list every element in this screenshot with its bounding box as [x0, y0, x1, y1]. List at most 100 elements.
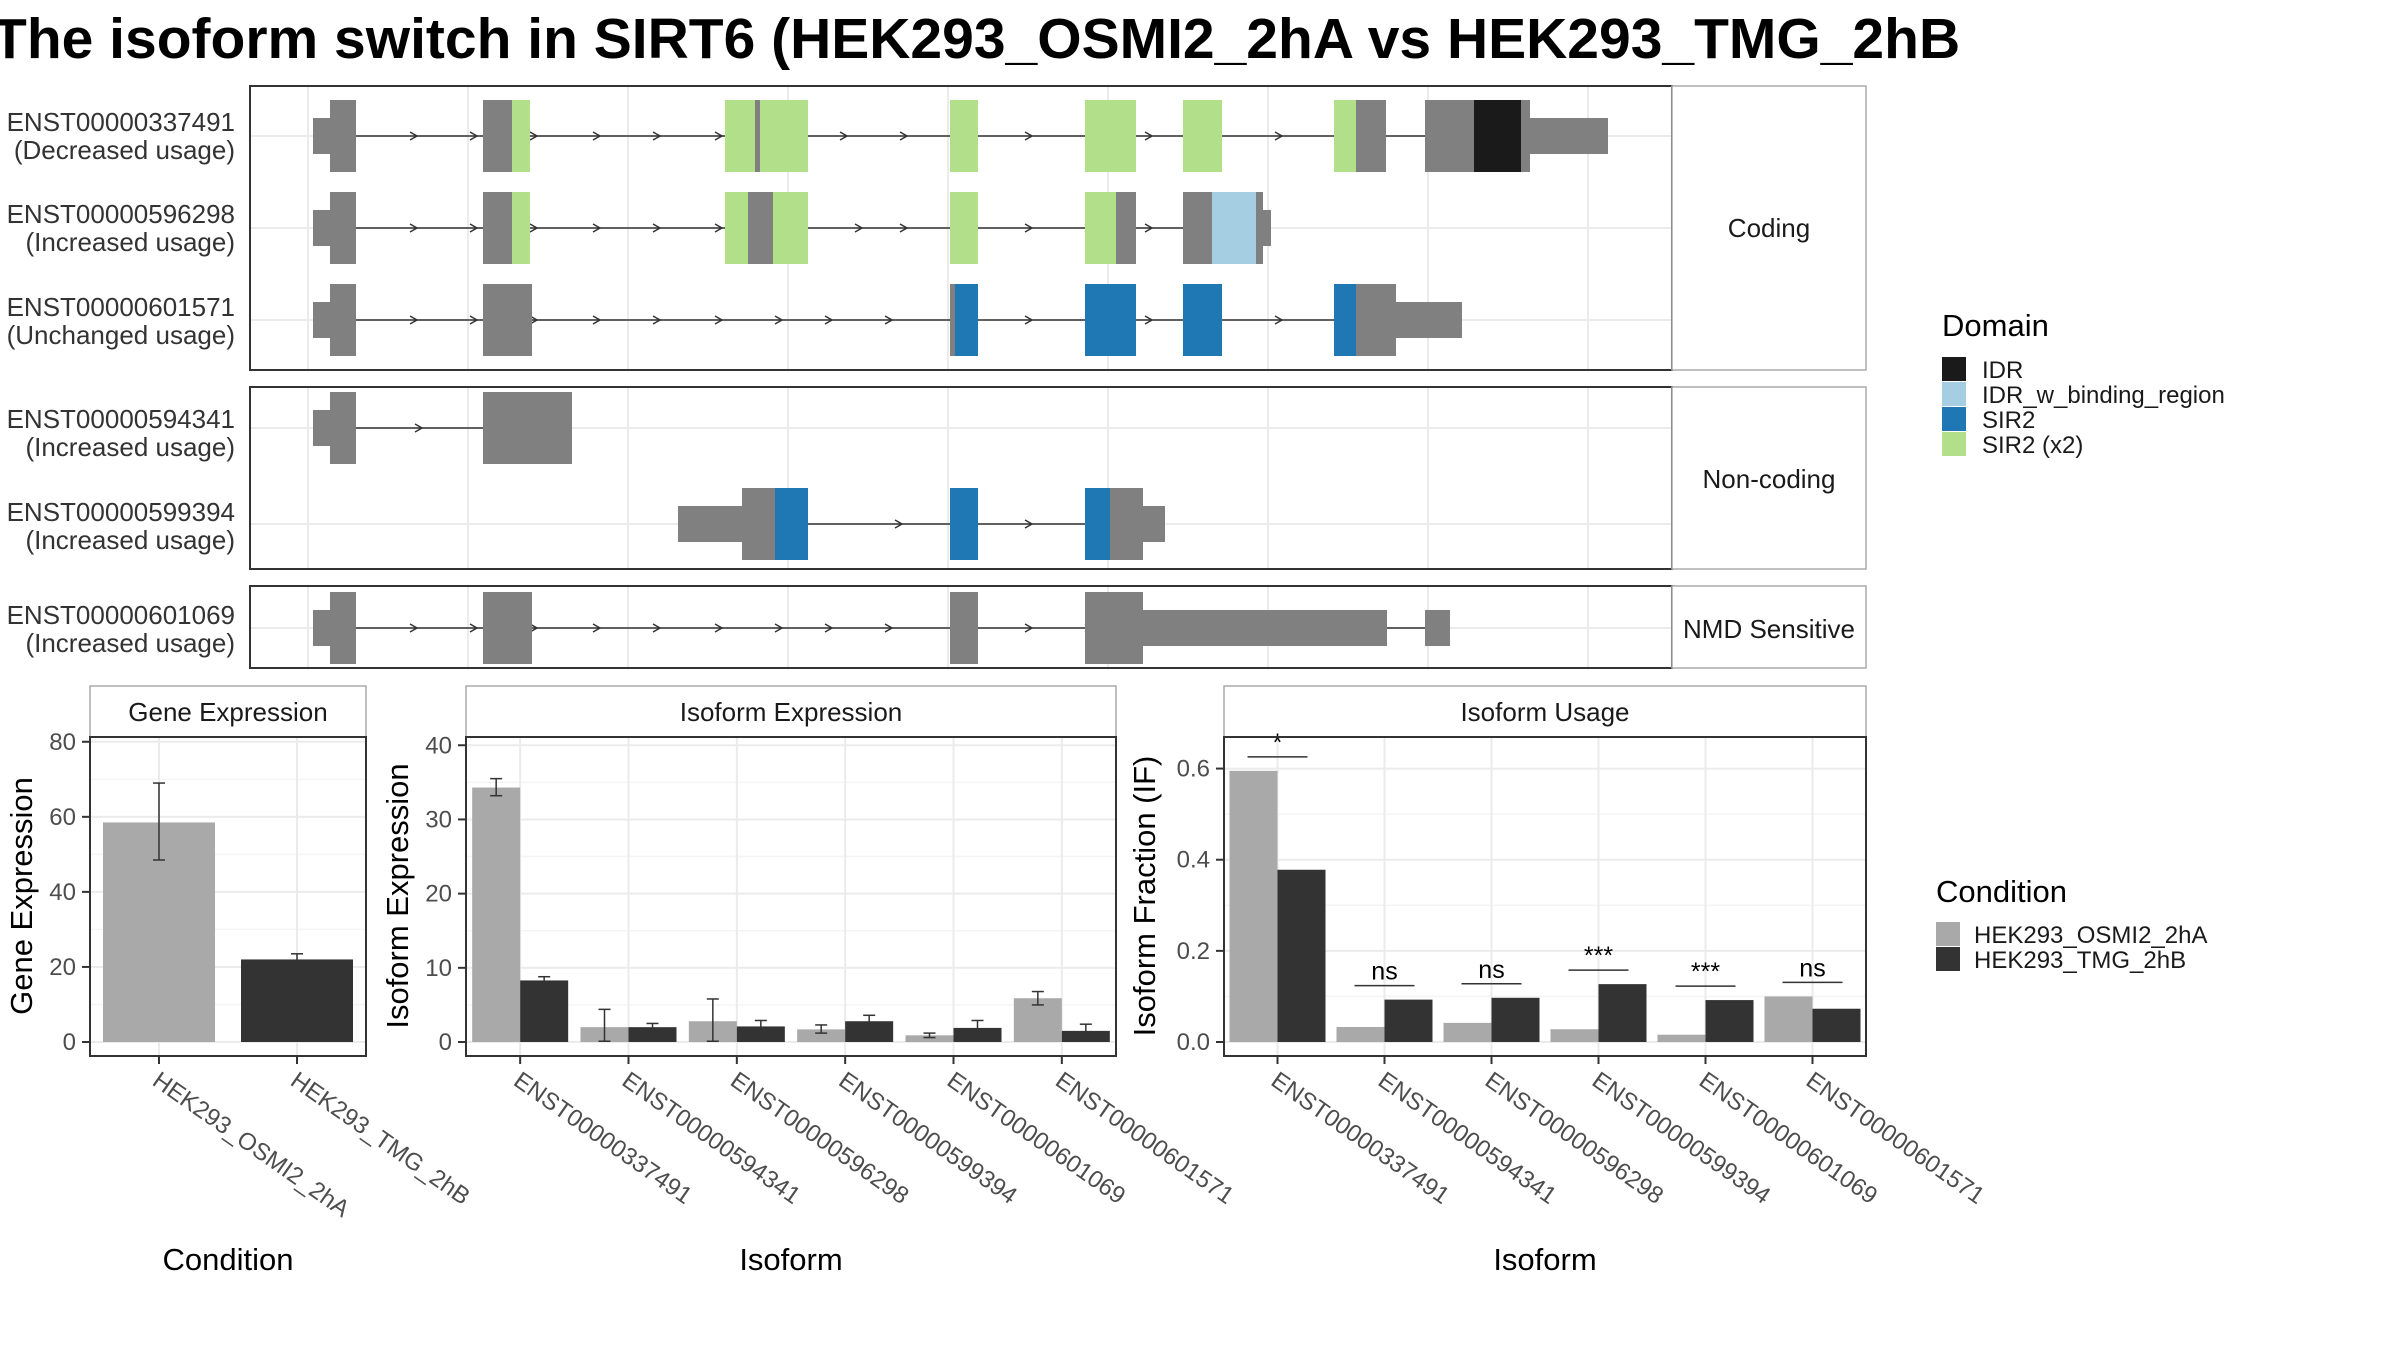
bar [905, 1035, 954, 1042]
exon-block [330, 392, 356, 464]
bar [797, 1029, 846, 1042]
bar [1812, 1008, 1861, 1042]
intron-arrow [469, 223, 479, 233]
exon-block [760, 100, 808, 172]
bar [845, 1021, 894, 1042]
gene-expression-strip [89, 685, 367, 738]
exon-block [330, 592, 356, 664]
exon-block [1356, 100, 1386, 172]
isoform-expression-gridlines [466, 737, 1116, 1056]
transcript-id: ENST00000596298 [7, 199, 235, 229]
exon-block [1425, 100, 1474, 172]
exon-block [1116, 192, 1136, 264]
bar [1277, 869, 1326, 1042]
significance-label: ns [1478, 956, 1504, 984]
exon-block [775, 488, 808, 560]
intron-arrow [652, 223, 662, 233]
legend-swatch-tmg [1936, 947, 1960, 971]
exon-block [483, 192, 512, 264]
intron-arrow [592, 623, 602, 633]
group-label-nmd: NMD Sensitive [1683, 614, 1855, 644]
intron-arrow [899, 223, 909, 233]
exon-block [1183, 192, 1212, 264]
y-tick-label: 0.0 [1177, 1029, 1210, 1056]
transcript-id: ENST00000337491 [7, 107, 235, 137]
exon-block [725, 192, 748, 264]
exon-block [512, 192, 530, 264]
bar [736, 1026, 785, 1042]
exon-block [1085, 100, 1136, 172]
exon-block [725, 100, 755, 172]
legend-label: IDR [1982, 357, 2023, 384]
intron-arrow [894, 519, 904, 529]
y-tick-label: 0 [439, 1029, 452, 1056]
x-tick-label: ENST00000601069 [1694, 1067, 1882, 1210]
intron-arrow [884, 623, 894, 633]
x-tick-label: ENST00000599394 [834, 1067, 1022, 1210]
y-tick-label: 0.2 [1177, 938, 1210, 965]
intron-arrow [469, 131, 479, 141]
x-tick-label: ENST00000596298 [725, 1067, 913, 1210]
group-label-coding: Coding [1728, 213, 1810, 243]
exon-block [950, 592, 978, 664]
intron-arrow [714, 131, 724, 141]
intron-arrow [529, 623, 539, 633]
exon-block [1085, 488, 1110, 560]
exon-block [313, 210, 330, 246]
bar [1598, 984, 1647, 1042]
isoform-expression-title: Isoform Expression [680, 697, 903, 727]
intron-arrow [1024, 223, 1034, 233]
intron-arrow [824, 623, 834, 633]
exon-block [1530, 118, 1608, 154]
transcript-id: ENST00000594341 [7, 404, 235, 434]
transcript-status: (Unchanged usage) [7, 320, 235, 350]
isoform-usage-bars: * ns ns *** *** ns [1229, 729, 1861, 1042]
exon-block [950, 100, 978, 172]
y-tick-label: 20 [425, 881, 452, 908]
legend-label: SIR2 (x2) [1982, 432, 2083, 459]
intron-arrow [1144, 223, 1154, 233]
transcript-status: (Increased usage) [25, 432, 235, 462]
intron-arrow [529, 315, 539, 325]
intron-arrow [592, 315, 602, 325]
transcript-status: (Increased usage) [25, 227, 235, 257]
bar [628, 1027, 677, 1042]
intron-arrow [714, 315, 724, 325]
exon-block [330, 100, 356, 172]
x-tick-label: ENST00000601571 [1050, 1067, 1238, 1210]
legend-swatch-sir2-x2 [1942, 432, 1966, 456]
significance-label: * [1273, 729, 1283, 757]
intron-arrow [1274, 315, 1284, 325]
exon-block [1085, 192, 1116, 264]
significance-label: ns [1799, 954, 1825, 982]
legend-label: HEK293_OSMI2_2hA [1974, 922, 2207, 949]
intron-arrow [469, 315, 479, 325]
isoform-usage-xlabel: Isoform [1493, 1242, 1596, 1277]
x-tick-label: ENST00000601069 [942, 1067, 1130, 1210]
intron-arrow [1024, 623, 1034, 633]
legend-label: HEK293_TMG_2hB [1974, 947, 2186, 974]
exon-block [678, 506, 742, 542]
x-tick-label: ENST00000596298 [1480, 1067, 1668, 1210]
y-tick-label: 80 [49, 729, 76, 756]
exon-block [313, 410, 330, 446]
exon-block [1256, 192, 1263, 264]
intron-arrow [1024, 131, 1034, 141]
bar [1705, 1000, 1754, 1042]
gene-expression-plot-border [89, 736, 367, 1057]
exon-block [773, 192, 808, 264]
intron-arrow [839, 131, 849, 141]
bar [1336, 1026, 1385, 1042]
x-tick-label: ENST00000337491 [509, 1067, 697, 1210]
gene-expression-ylabel: Gene Expression [4, 777, 39, 1015]
intron-arrow [529, 223, 539, 233]
legend-swatch-idr-binding [1942, 382, 1966, 406]
transcript-id: ENST00000599394 [7, 497, 235, 527]
exon-block [755, 100, 760, 172]
y-tick-label: 60 [49, 804, 76, 831]
intron-arrow [409, 623, 419, 633]
exon-block [1085, 592, 1143, 664]
legend-swatch-sir2 [1942, 407, 1966, 431]
x-tick-label: ENST00000599394 [1587, 1067, 1775, 1210]
condition-legend: Condition HEK293_OSMI2_2hA HEK293_TMG_2h… [1936, 874, 2207, 974]
